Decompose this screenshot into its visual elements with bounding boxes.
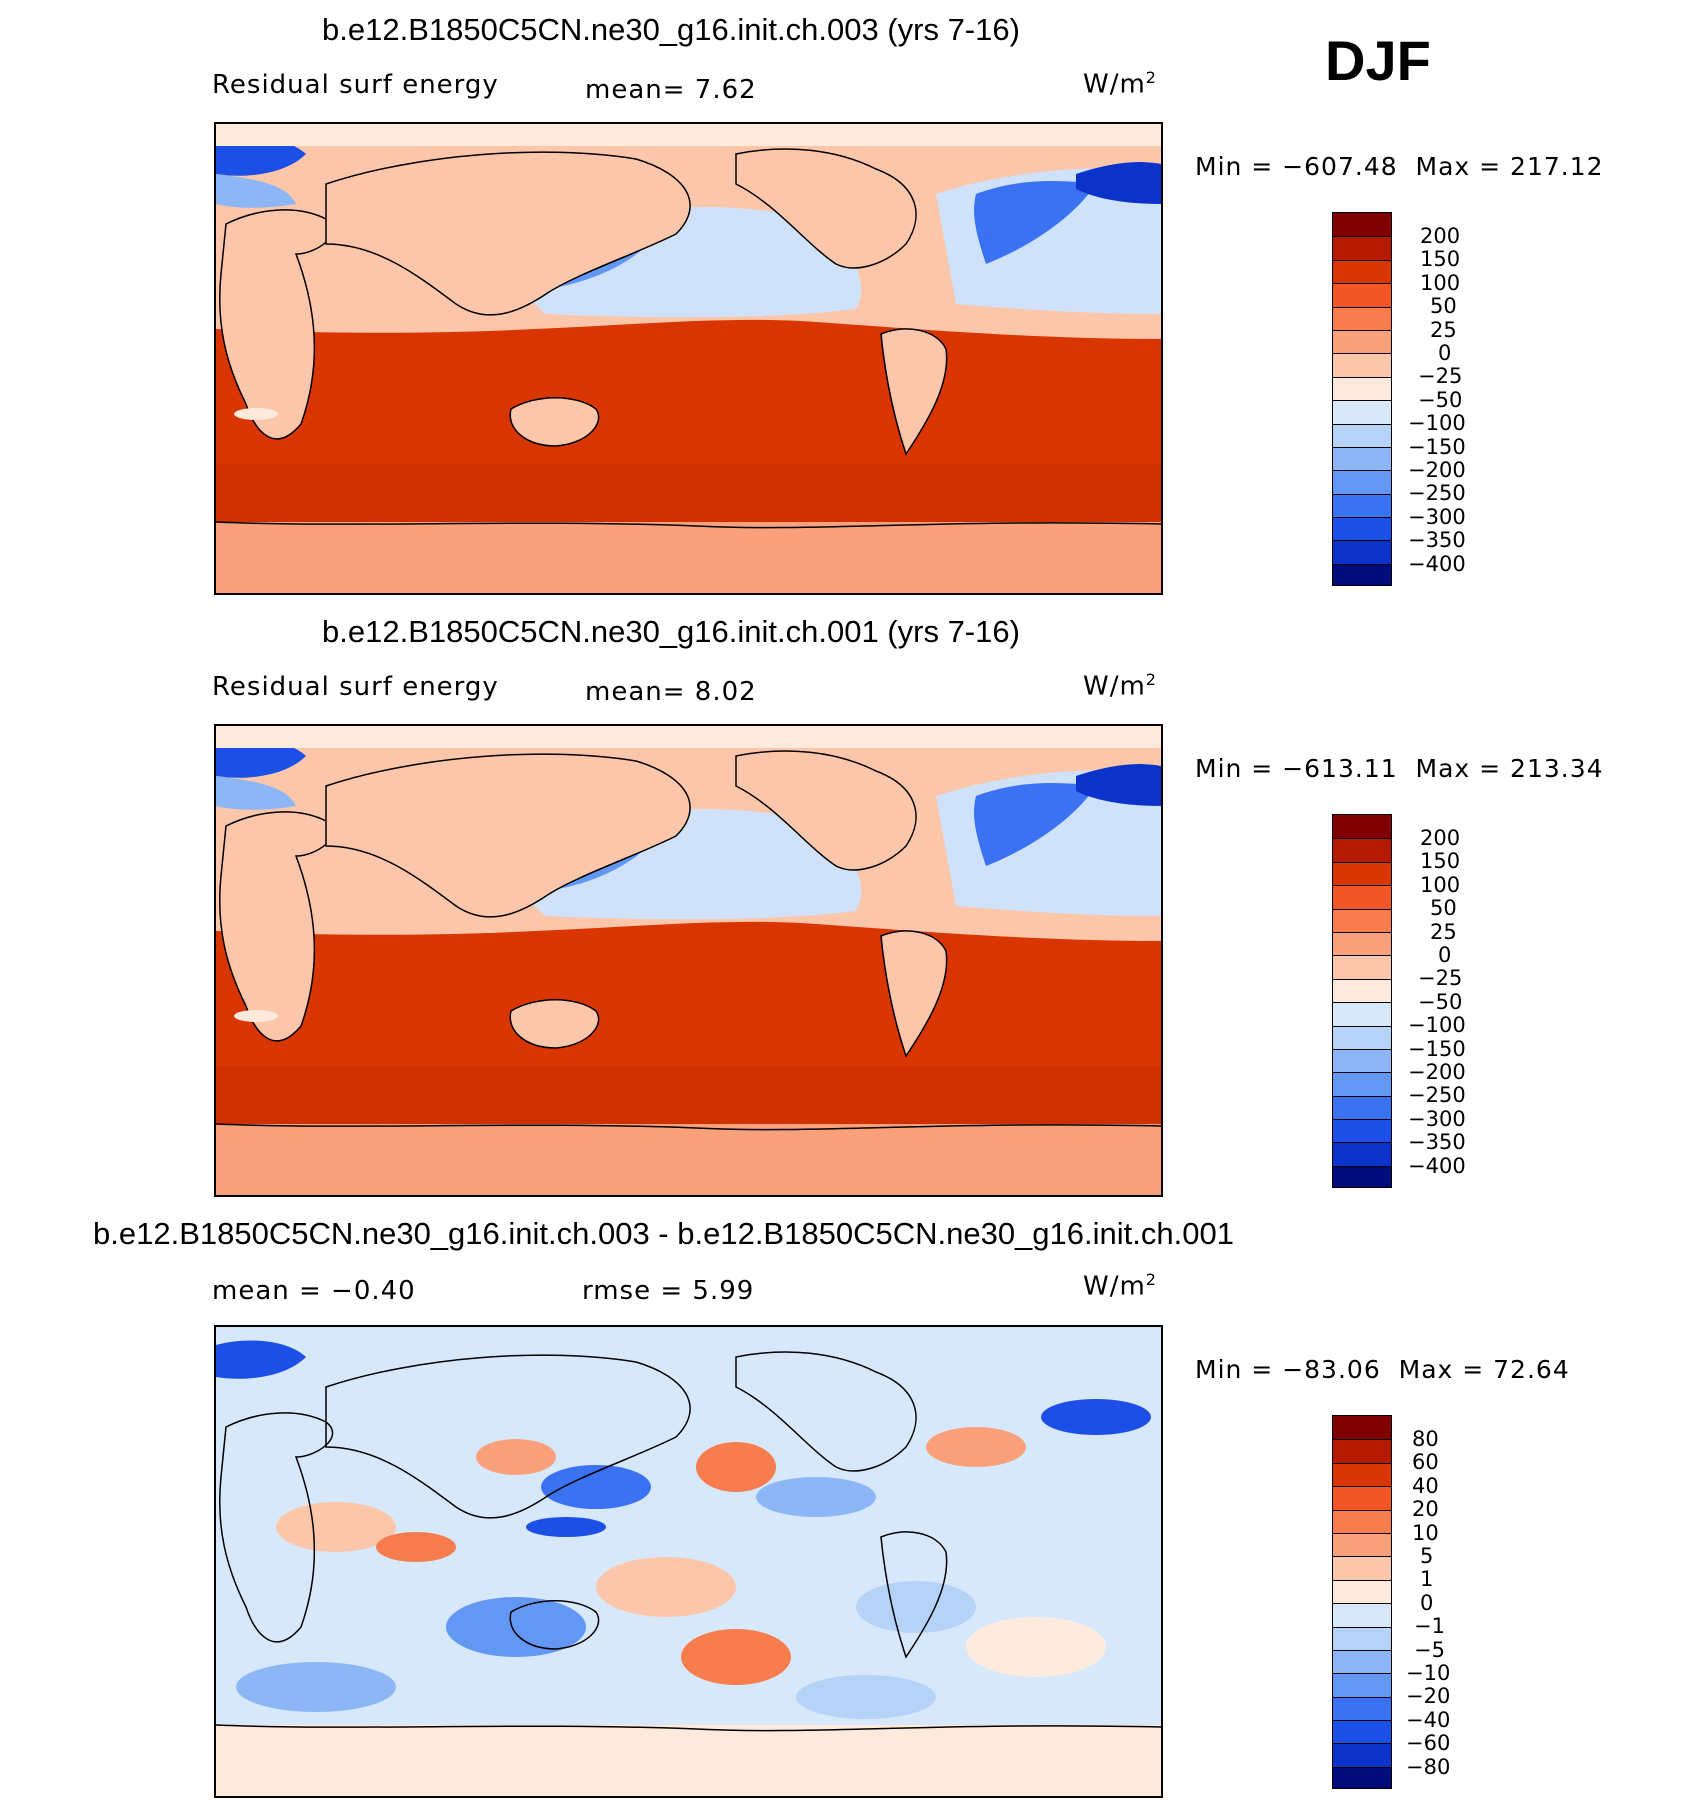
- cb2-tick: −50: [1418, 989, 1463, 1014]
- panel3-units: W/m2: [1083, 1270, 1157, 1302]
- panel1-map-svg: [216, 124, 1161, 593]
- panel2-title: b.e12.B1850C5CN.ne30_g16.init.ch.001 (yr…: [322, 614, 1020, 649]
- panel3-map: [214, 1325, 1163, 1798]
- cb3-tick: 80: [1412, 1427, 1439, 1451]
- panel2-map: [214, 724, 1163, 1197]
- cb2-tick: 0: [1438, 943, 1452, 967]
- cb1-bin: [1333, 306, 1391, 330]
- panel1-units: W/m2: [1083, 68, 1157, 100]
- cb1-tick: 25: [1430, 317, 1457, 342]
- cb3-tick: 0: [1420, 1590, 1434, 1615]
- cb1-bin: [1333, 563, 1391, 585]
- cb3-tick: 60: [1412, 1450, 1439, 1475]
- cb1-tick: 0: [1438, 341, 1452, 365]
- cb1-tick: 150: [1420, 247, 1461, 272]
- cb1-bin: [1333, 353, 1391, 377]
- cb1-tick: 200: [1420, 224, 1461, 248]
- cb2-tick: −25: [1418, 966, 1463, 991]
- panel1-minmax: Min = −607.48 Max = 217.12: [1195, 152, 1604, 181]
- cb2-tick: −200: [1408, 1060, 1466, 1084]
- cb2-tick: −100: [1408, 1013, 1466, 1038]
- cb2-tick: −150: [1408, 1036, 1466, 1061]
- panel1-mean-label: mean= 7.62: [585, 75, 757, 105]
- cb1-tick: −300: [1408, 504, 1466, 529]
- panel2-colorbar: [1332, 814, 1392, 1188]
- cb1-bin: [1333, 376, 1391, 401]
- panel1-variable-label: Residual surf energy: [212, 70, 499, 100]
- cb3-tick: −80: [1406, 1754, 1451, 1779]
- panel1-colorbar: [1332, 212, 1392, 586]
- panel1-min: Min = −607.48: [1195, 152, 1398, 181]
- cb2-tick: −250: [1408, 1083, 1466, 1108]
- cb1-bin: [1333, 400, 1391, 424]
- panel2-variable-label: Residual surf energy: [212, 672, 499, 702]
- panel2-minmax: Min = −613.11 Max = 213.34: [1195, 754, 1604, 783]
- cb1-tick: −150: [1408, 434, 1466, 459]
- cb1-bin: [1333, 470, 1391, 494]
- panel1-title: b.e12.B1850C5CN.ne30_g16.init.ch.003 (yr…: [322, 12, 1020, 47]
- cb2-tick: 25: [1430, 919, 1457, 944]
- cb2-tick: −400: [1408, 1153, 1466, 1178]
- cb1-tick: 100: [1420, 270, 1461, 295]
- cb1-bin: [1333, 213, 1391, 237]
- cb1-tick: −250: [1408, 481, 1466, 506]
- panel3-colorbar: [1332, 1415, 1392, 1789]
- panel2-max: Max = 213.34: [1415, 754, 1604, 783]
- cb1-bin: [1333, 329, 1391, 354]
- cb3-tick: −60: [1406, 1731, 1451, 1756]
- panel3-minmax: Min = −83.06 Max = 72.64: [1195, 1355, 1570, 1384]
- cb1-tick: −200: [1408, 458, 1466, 482]
- panel2-mean-label: mean= 8.02: [585, 677, 757, 707]
- cb1-bin: [1333, 259, 1391, 284]
- cb2-tick: −350: [1408, 1130, 1466, 1155]
- cb1-tick: −50: [1418, 387, 1463, 412]
- cb3-tick: 40: [1412, 1473, 1439, 1498]
- panel1-map: [214, 122, 1163, 595]
- cb1-tick: 50: [1430, 294, 1457, 319]
- cb3-tick: 1: [1420, 1567, 1434, 1592]
- cb3-tick: 20: [1412, 1497, 1439, 1522]
- cb3-tick: 10: [1412, 1520, 1439, 1545]
- panel2-units: W/m2: [1083, 670, 1157, 702]
- cb1-bin: [1333, 236, 1391, 260]
- cb1-bin: [1333, 423, 1391, 447]
- season-label: DJF: [1325, 29, 1431, 92]
- cb3-tick: −5: [1414, 1637, 1445, 1662]
- cb1-tick: −400: [1408, 551, 1466, 576]
- cb3-tick: −40: [1406, 1707, 1451, 1732]
- cb2-tick: 50: [1430, 896, 1457, 921]
- cb1-bin: [1333, 540, 1391, 564]
- cb1-bin: [1333, 446, 1391, 471]
- panel3-map-svg: [216, 1327, 1161, 1796]
- cb1-bin: [1333, 283, 1391, 307]
- cb2-tick: 150: [1420, 849, 1461, 874]
- panel2-min: Min = −613.11: [1195, 754, 1398, 783]
- cb1-tick: −100: [1408, 411, 1466, 436]
- cb2-tick: 200: [1420, 826, 1461, 850]
- cb2-tick: −300: [1408, 1106, 1466, 1131]
- cb2-tick: 100: [1420, 872, 1461, 897]
- panel3-title: b.e12.B1850C5CN.ne30_g16.init.ch.003 - b…: [93, 1216, 1234, 1251]
- cb3-tick: 5: [1420, 1544, 1434, 1568]
- panel3-min: Min = −83.06: [1195, 1355, 1381, 1384]
- panel3-max: Max = 72.64: [1398, 1355, 1570, 1384]
- cb1-tick: −350: [1408, 528, 1466, 553]
- panel1-max: Max = 217.12: [1415, 152, 1604, 181]
- cb1-tick: −25: [1418, 364, 1463, 389]
- cb1-bin: [1333, 493, 1391, 518]
- panel2-map-svg: [216, 726, 1161, 1195]
- cb3-tick: −1: [1414, 1614, 1445, 1639]
- cb1-bin: [1333, 517, 1391, 541]
- panel3-rmse-label: rmse = 5.99: [582, 1276, 755, 1306]
- cb3-tick: −10: [1406, 1661, 1451, 1685]
- panel3-mean-label: mean = −0.40: [212, 1276, 416, 1306]
- cb3-tick: −20: [1406, 1684, 1451, 1709]
